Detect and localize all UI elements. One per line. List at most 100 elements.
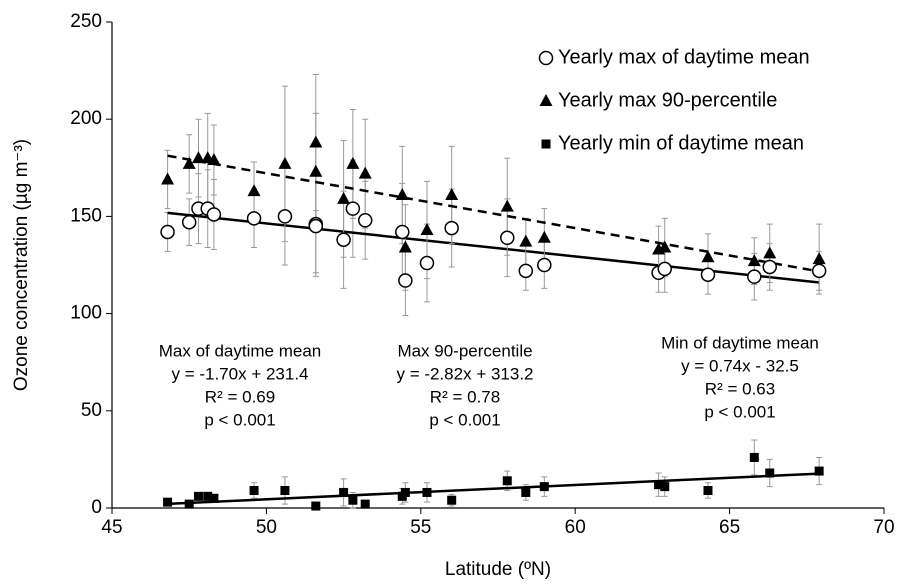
point	[160, 224, 175, 240]
y-tick-label: 0	[91, 497, 102, 518]
point	[519, 234, 533, 247]
point	[163, 497, 173, 507]
point	[246, 211, 262, 226]
y-tick-label: 150	[70, 205, 102, 226]
point	[191, 151, 205, 164]
annotation: Min of daytime mean	[661, 333, 819, 352]
point	[447, 495, 457, 505]
point	[749, 452, 759, 462]
point	[360, 499, 370, 509]
y-axis-title: Ozone concentration (µg m⁻³)	[11, 139, 32, 391]
point	[657, 261, 673, 277]
legend-marker	[538, 50, 554, 66]
point	[336, 232, 351, 247]
trend-line	[167, 154, 820, 273]
point	[207, 153, 221, 166]
point	[422, 487, 432, 497]
point	[747, 254, 761, 267]
annotation: Max of daytime mean	[159, 341, 322, 360]
point	[537, 230, 551, 243]
point	[337, 191, 351, 204]
point	[348, 495, 358, 505]
point	[278, 156, 292, 169]
point	[812, 252, 826, 265]
point	[700, 267, 716, 282]
point	[811, 263, 827, 279]
point	[206, 207, 222, 222]
point	[814, 466, 824, 476]
point	[539, 482, 549, 492]
point	[445, 188, 459, 201]
point	[311, 501, 321, 511]
annotation: R² = 0.69	[205, 387, 275, 406]
legend-label: Yearly max 90-percentile	[558, 89, 777, 111]
annotation: p < 0.001	[704, 402, 775, 421]
x-tick-label: 50	[256, 517, 277, 538]
annotation: y = -1.70x + 231.4	[171, 364, 308, 383]
annotation: Max 90-percentile	[397, 341, 532, 360]
y-tick-label: 250	[70, 11, 102, 32]
point	[763, 246, 777, 259]
annotation: R² = 0.78	[430, 387, 500, 406]
point	[518, 263, 534, 279]
x-tick-label: 60	[565, 517, 586, 538]
y-tick-label: 100	[70, 303, 102, 324]
point	[762, 259, 777, 275]
point	[444, 220, 459, 236]
point	[346, 156, 360, 169]
point	[660, 482, 670, 492]
point	[309, 164, 323, 177]
point	[500, 199, 514, 212]
point	[747, 269, 762, 284]
point	[398, 273, 413, 288]
legend-marker	[539, 94, 553, 106]
x-tick-label: 55	[410, 517, 431, 538]
x-tick-label: 65	[719, 517, 740, 538]
point	[161, 172, 175, 185]
point	[181, 214, 197, 230]
point	[765, 468, 775, 478]
point	[419, 255, 435, 271]
point	[182, 156, 196, 169]
point	[395, 224, 410, 240]
legend-label: Yearly min of daytime mean	[558, 132, 804, 154]
point	[339, 487, 349, 497]
point	[658, 240, 672, 253]
point	[420, 223, 434, 236]
point	[500, 230, 515, 246]
legend-marker	[541, 139, 551, 149]
point	[537, 257, 552, 273]
trend-line	[167, 472, 820, 506]
annotation: y = 0.74x - 32.5	[681, 356, 799, 375]
y-tick-label: 50	[81, 400, 102, 421]
x-tick-label: 70	[873, 517, 894, 538]
point	[398, 240, 412, 253]
point	[654, 480, 664, 490]
point	[701, 250, 715, 263]
point	[400, 487, 410, 497]
point	[247, 184, 261, 197]
point	[358, 166, 372, 179]
annotation: y = -2.82x + 313.2	[396, 364, 533, 383]
annotation: p < 0.001	[429, 410, 500, 429]
point	[184, 499, 194, 509]
point	[209, 493, 219, 503]
trend-line	[167, 211, 820, 284]
point	[521, 487, 531, 497]
x-axis-title: Latitude (ºN)	[445, 559, 551, 580]
point	[277, 209, 293, 224]
point	[280, 486, 290, 496]
x-tick-label: 45	[101, 517, 122, 538]
point	[357, 213, 373, 228]
annotation: p < 0.001	[204, 410, 275, 429]
point	[395, 188, 409, 201]
point	[703, 486, 713, 496]
y-tick-label: 200	[70, 108, 102, 129]
point	[309, 135, 323, 148]
legend-label: Yearly max of daytime mean	[558, 46, 810, 68]
point	[249, 486, 259, 496]
point	[193, 491, 203, 501]
annotation: R² = 0.63	[705, 379, 775, 398]
point	[502, 476, 512, 486]
